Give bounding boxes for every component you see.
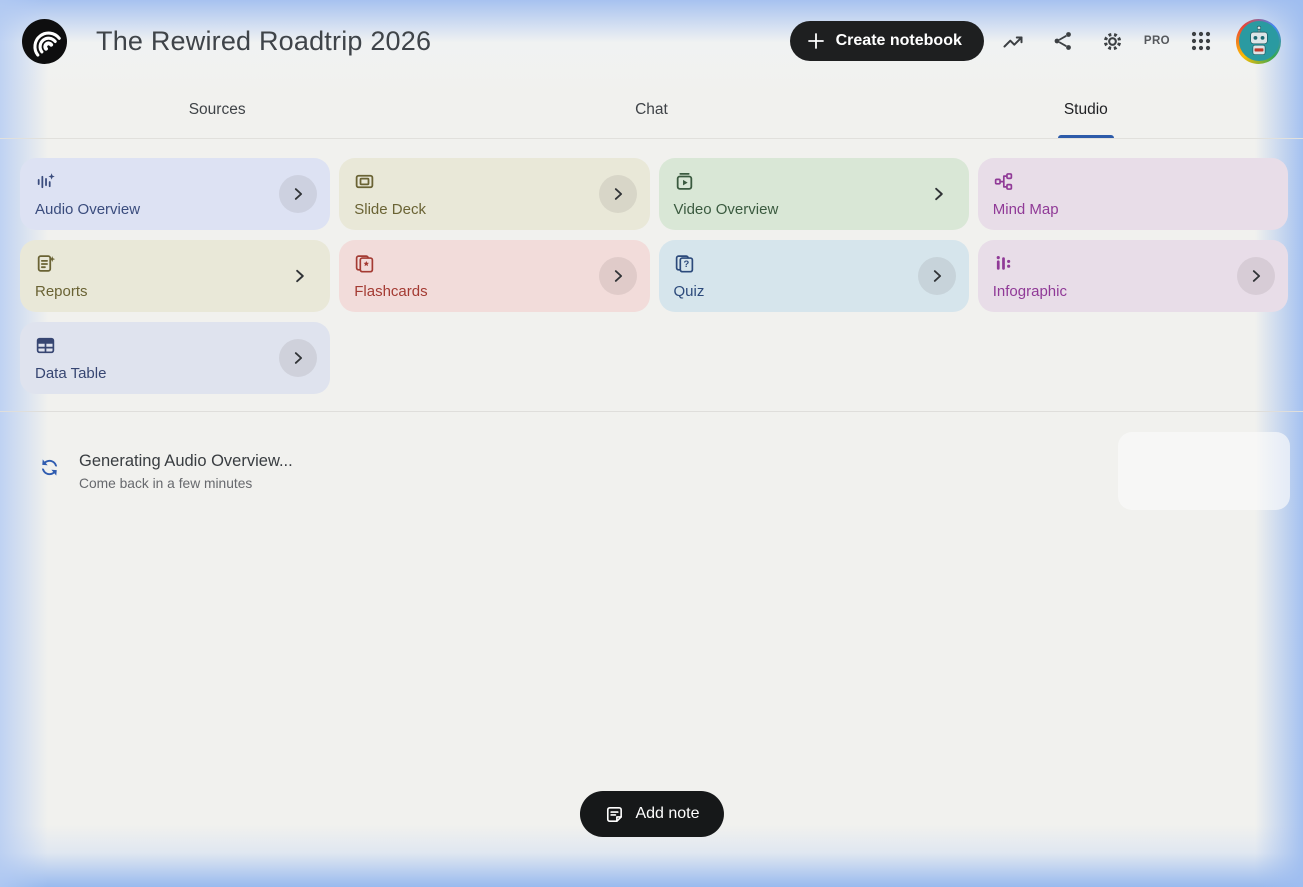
sync-spinner-icon	[38, 456, 61, 479]
card-label: Video Overview	[673, 201, 779, 218]
flashcards-star-icon	[354, 253, 634, 274]
card-label: Quiz	[673, 283, 705, 300]
notebook-title[interactable]: The Rewired Roadtrip 2026	[96, 25, 432, 56]
status-subtitle: Come back in a few minutes	[79, 476, 253, 491]
generation-status: Generating Audio Overview... Come back i…	[0, 412, 1303, 491]
tab-chat[interactable]: Chat	[434, 82, 868, 138]
loading-placeholder	[1118, 432, 1290, 510]
account-avatar[interactable]	[1236, 18, 1281, 64]
slide-deck-icon	[354, 171, 634, 192]
plus-icon	[807, 32, 825, 50]
apps-grid-icon[interactable]	[1180, 20, 1222, 62]
card-data-table[interactable]: Data Table	[20, 322, 331, 394]
card-label: Flashcards	[354, 283, 428, 300]
add-note-button[interactable]: Add note	[579, 791, 724, 837]
card-quiz[interactable]: ? Quiz	[658, 240, 969, 312]
chevron-right-icon[interactable]	[929, 185, 948, 204]
card-flashcards[interactable]: Flashcards	[339, 240, 650, 312]
active-tab-underline	[1057, 135, 1114, 138]
chevron-right-icon[interactable]	[598, 257, 637, 295]
status-text: Generating Audio Overview... Come back i…	[79, 452, 293, 491]
data-table-icon	[35, 335, 315, 356]
card-mind-map[interactable]: Mind Map	[977, 158, 1288, 230]
mind-map-icon	[993, 171, 1273, 192]
card-slide-deck[interactable]: Slide Deck	[339, 158, 650, 230]
report-sparkle-icon	[35, 253, 315, 274]
settings-gear-icon[interactable]	[1092, 20, 1134, 62]
tab-sources[interactable]: Sources	[0, 82, 434, 138]
create-notebook-button[interactable]: Create notebook	[789, 21, 984, 61]
status-title: Generating Audio Overview...	[79, 452, 293, 470]
card-audio-overview[interactable]: Audio Overview	[20, 158, 331, 230]
chevron-right-icon[interactable]	[290, 267, 309, 286]
card-label: Infographic	[992, 283, 1067, 300]
card-label: Slide Deck	[354, 201, 426, 218]
card-label: Data Table	[35, 365, 107, 382]
share-icon[interactable]	[1042, 20, 1084, 62]
chevron-right-icon[interactable]	[598, 175, 637, 213]
studio-card-grid: Audio Overview Slide Deck	[0, 139, 1303, 394]
card-infographic[interactable]: Infographic	[977, 240, 1288, 312]
svg-text:?: ?	[683, 259, 689, 270]
card-label: Audio Overview	[35, 201, 141, 218]
infographic-bars-icon	[993, 253, 1273, 274]
tab-studio[interactable]: Studio	[869, 82, 1303, 138]
add-note-label: Add note	[635, 805, 700, 822]
chevron-right-icon[interactable]	[279, 339, 318, 377]
card-label: Reports	[35, 283, 88, 300]
chevron-right-icon[interactable]	[279, 175, 318, 213]
card-reports[interactable]: Reports	[20, 240, 331, 312]
pro-badge: PRO	[1143, 35, 1170, 47]
card-video-overview[interactable]: Video Overview	[658, 158, 969, 230]
app-logo-icon[interactable]	[22, 18, 67, 64]
note-icon	[603, 804, 624, 825]
section-divider	[0, 411, 1303, 412]
tab-chat-label: Chat	[635, 101, 668, 118]
chevron-right-icon[interactable]	[1237, 257, 1275, 295]
quiz-cards-icon: ?	[674, 253, 954, 274]
chevron-right-icon[interactable]	[917, 257, 956, 295]
tab-studio-label: Studio	[1063, 101, 1108, 118]
tab-sources-label: Sources	[188, 101, 246, 118]
video-overview-icon	[674, 171, 954, 192]
header-actions: Create notebook	[789, 18, 1281, 64]
header: The Rewired Roadtrip 2026 Create noteboo…	[0, 0, 1303, 82]
panel-tabbar: Sources Chat Studio	[0, 82, 1303, 139]
card-label: Mind Map	[992, 201, 1059, 218]
audio-waveform-sparkle-icon	[35, 171, 315, 192]
create-notebook-label: Create notebook	[835, 32, 962, 49]
analytics-trending-up-icon[interactable]	[992, 20, 1034, 62]
avatar-robot-image	[1238, 21, 1279, 61]
